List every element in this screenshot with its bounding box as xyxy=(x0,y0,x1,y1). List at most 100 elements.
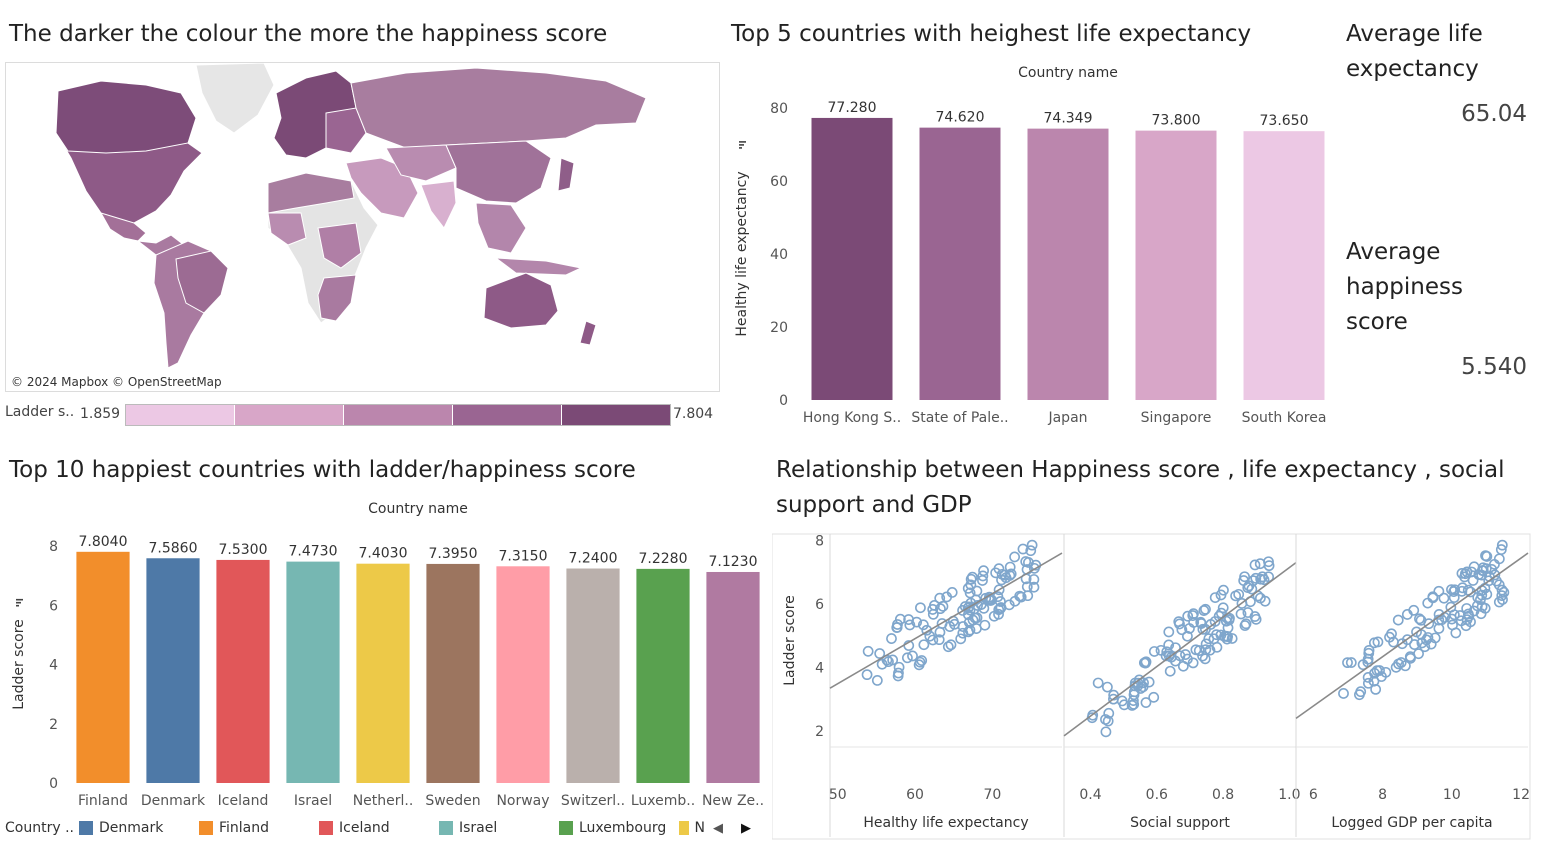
x-tick-label: 0.6 xyxy=(1146,787,1168,803)
scatter-point xyxy=(971,585,983,597)
bar xyxy=(146,558,200,783)
scatter-point xyxy=(903,614,915,625)
scatter-point xyxy=(1022,590,1034,602)
scatter-point xyxy=(1456,568,1468,579)
scatter-point xyxy=(1422,632,1434,643)
legend-swatch xyxy=(199,821,213,835)
legend-item[interactable]: Israel xyxy=(439,820,559,836)
map-legend-min: 1.859 xyxy=(80,406,121,422)
scatter-point xyxy=(1433,585,1445,597)
category-label: Finland xyxy=(78,793,128,809)
bar xyxy=(1027,128,1109,400)
category-label: Israel xyxy=(294,793,332,809)
legend-swatch xyxy=(319,821,333,835)
scatter-point xyxy=(1390,661,1402,673)
legend-next-icon[interactable]: ▶ xyxy=(741,820,751,836)
scatter-point xyxy=(1460,620,1472,632)
scatter-point xyxy=(871,674,883,686)
sort-icon xyxy=(739,141,746,143)
scatter-point xyxy=(993,584,1005,596)
scatter-point xyxy=(1380,666,1392,678)
west-africa-shape xyxy=(267,212,307,246)
scatter-point xyxy=(1028,574,1040,585)
scatter-point xyxy=(1422,597,1434,609)
y-axis-label: Ladder score xyxy=(782,595,798,686)
y-tick-label: 40 xyxy=(770,247,788,263)
legend-item[interactable]: Finland xyxy=(199,820,319,836)
scatter-point xyxy=(1163,639,1175,651)
scatter-point xyxy=(1433,608,1445,620)
category-label: State of Pale.. xyxy=(911,410,1008,426)
bar-value-label: 7.1230 xyxy=(709,554,758,570)
category-label: Luxemb.. xyxy=(631,793,695,809)
scatter-point xyxy=(927,604,939,615)
legend-item[interactable]: Iceland xyxy=(319,820,439,836)
legend-item[interactable]: Denmark xyxy=(79,820,199,836)
north-africa-shape xyxy=(267,172,355,214)
scatter-point xyxy=(1233,588,1245,600)
scatter-point xyxy=(1461,566,1473,578)
scatter-point xyxy=(1103,707,1115,719)
scatter-point xyxy=(1215,589,1227,601)
y-axis-label: Healthy life expectancy xyxy=(734,171,750,336)
scatter-point xyxy=(965,579,977,591)
scatter-point xyxy=(1372,636,1384,648)
bar xyxy=(1135,130,1217,400)
happy-legend-items: Denmark Finland Iceland Israel Luxembourg N xyxy=(79,820,705,836)
y-tick-label: 6 xyxy=(49,598,58,614)
world-map-svg: © 2024 Mapbox © OpenStreetMap xyxy=(11,63,647,389)
new-zealand-shape xyxy=(579,320,597,346)
color-ramp-step xyxy=(234,405,343,425)
scatter-point xyxy=(1238,575,1250,586)
bar xyxy=(811,117,893,400)
scatter-point xyxy=(995,602,1007,613)
scatter-point xyxy=(913,659,925,671)
scatter-point xyxy=(1362,677,1374,689)
column-header: Country name xyxy=(368,501,468,517)
y-tick-label: 0 xyxy=(49,776,58,792)
x-tick-label: 0.4 xyxy=(1079,787,1101,803)
happiness-map[interactable]: © 2024 Mapbox © OpenStreetMap xyxy=(5,62,720,392)
happy-legend[interactable]: Country .. Denmark Finland Iceland Israel Lu… xyxy=(5,817,765,839)
scatter-point xyxy=(1118,699,1130,711)
sort-icon xyxy=(739,144,744,146)
scatter-point xyxy=(1414,613,1425,625)
avg-life-value: 65.04 xyxy=(1461,101,1527,127)
bar xyxy=(636,568,690,783)
scatter-point xyxy=(1427,591,1439,603)
scatter-point xyxy=(917,619,929,631)
scatter-point xyxy=(901,652,913,664)
southeast-asia-shape xyxy=(475,202,527,254)
bar-value-label: 7.8040 xyxy=(79,534,128,550)
scatter-point xyxy=(1177,660,1189,672)
legend-item[interactable]: Luxembourg xyxy=(559,820,679,836)
category-label: Japan xyxy=(1047,410,1087,426)
scatter-point xyxy=(1026,539,1038,551)
category-label: Norway xyxy=(496,793,549,809)
scatter-point xyxy=(1263,556,1274,568)
scatter-point xyxy=(978,565,989,577)
map-color-ramp xyxy=(125,404,671,426)
scatter-point xyxy=(945,639,957,651)
legend-item[interactable]: N xyxy=(679,820,705,836)
legend-label: Israel xyxy=(459,820,498,836)
scatter-point xyxy=(1338,688,1349,699)
scatter-point xyxy=(1000,572,1012,584)
scatter-point xyxy=(1025,545,1037,557)
scatter-point xyxy=(915,602,926,614)
happy-chart-title: Top 10 happiest countries with ladder/ha… xyxy=(9,457,636,483)
y-tick-label: 0 xyxy=(779,393,788,409)
scatter-point xyxy=(891,622,903,633)
scatter-point xyxy=(1180,649,1191,660)
scatter-point xyxy=(1235,608,1247,620)
scatter-point xyxy=(893,661,905,673)
color-ramp-step xyxy=(561,405,670,425)
bar-value-label: 7.5300 xyxy=(219,542,268,558)
scatter-point xyxy=(1100,726,1112,738)
scatter-point xyxy=(1256,571,1268,583)
scatter-point xyxy=(1263,560,1275,572)
legend-prev-icon[interactable]: ◀ xyxy=(713,820,723,836)
scatter-frame xyxy=(772,533,1531,840)
scatter-point xyxy=(1165,651,1177,663)
bar xyxy=(76,551,130,783)
